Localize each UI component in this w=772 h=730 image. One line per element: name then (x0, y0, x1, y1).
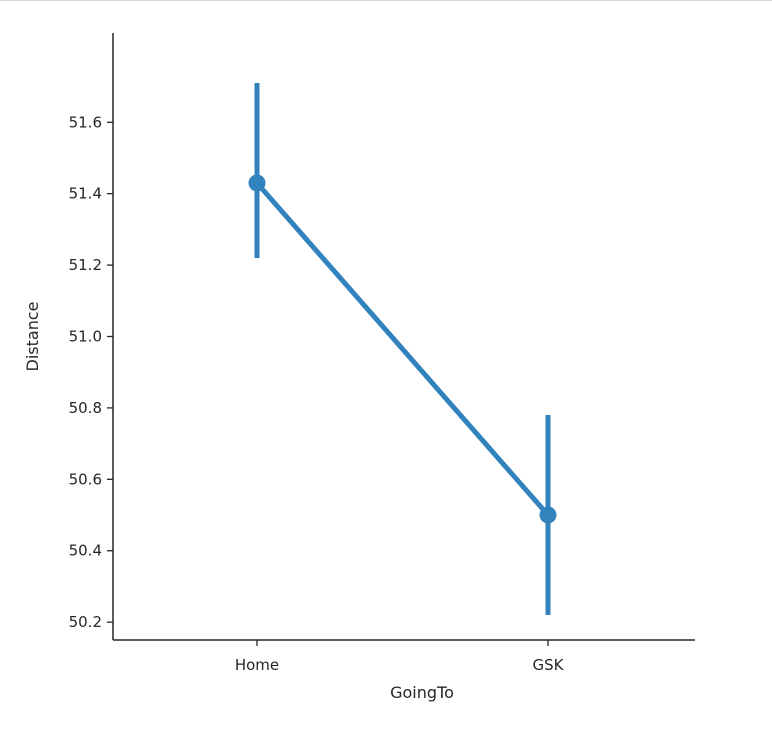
axes (112, 33, 695, 641)
x-axis-label: GoingTo (390, 683, 454, 702)
y-tick-label: 51.2 (69, 256, 102, 274)
series-marks (248, 82, 557, 616)
x-tick-label: Home (235, 656, 279, 674)
x-ticks: Home GSK (235, 640, 565, 674)
y-tick-label: 50.6 (69, 470, 102, 488)
data-point (539, 506, 557, 524)
y-tick-label: 50.8 (69, 399, 102, 417)
y-tick-label: 51.0 (69, 328, 102, 346)
y-ticks: 50.2 50.4 50.6 50.8 51.0 51.2 51.4 51.6 (69, 113, 113, 631)
y-tick-label: 51.6 (69, 113, 102, 131)
top-border (0, 0, 772, 1)
y-tick-label: 50.2 (69, 613, 102, 631)
data-point (248, 174, 266, 192)
series-line (255, 181, 550, 517)
y-axis-label: Distance (23, 302, 42, 372)
y-tick-label: 50.4 (69, 542, 102, 560)
x-tick-label: GSK (533, 656, 565, 674)
y-tick-label: 51.4 (69, 185, 102, 203)
